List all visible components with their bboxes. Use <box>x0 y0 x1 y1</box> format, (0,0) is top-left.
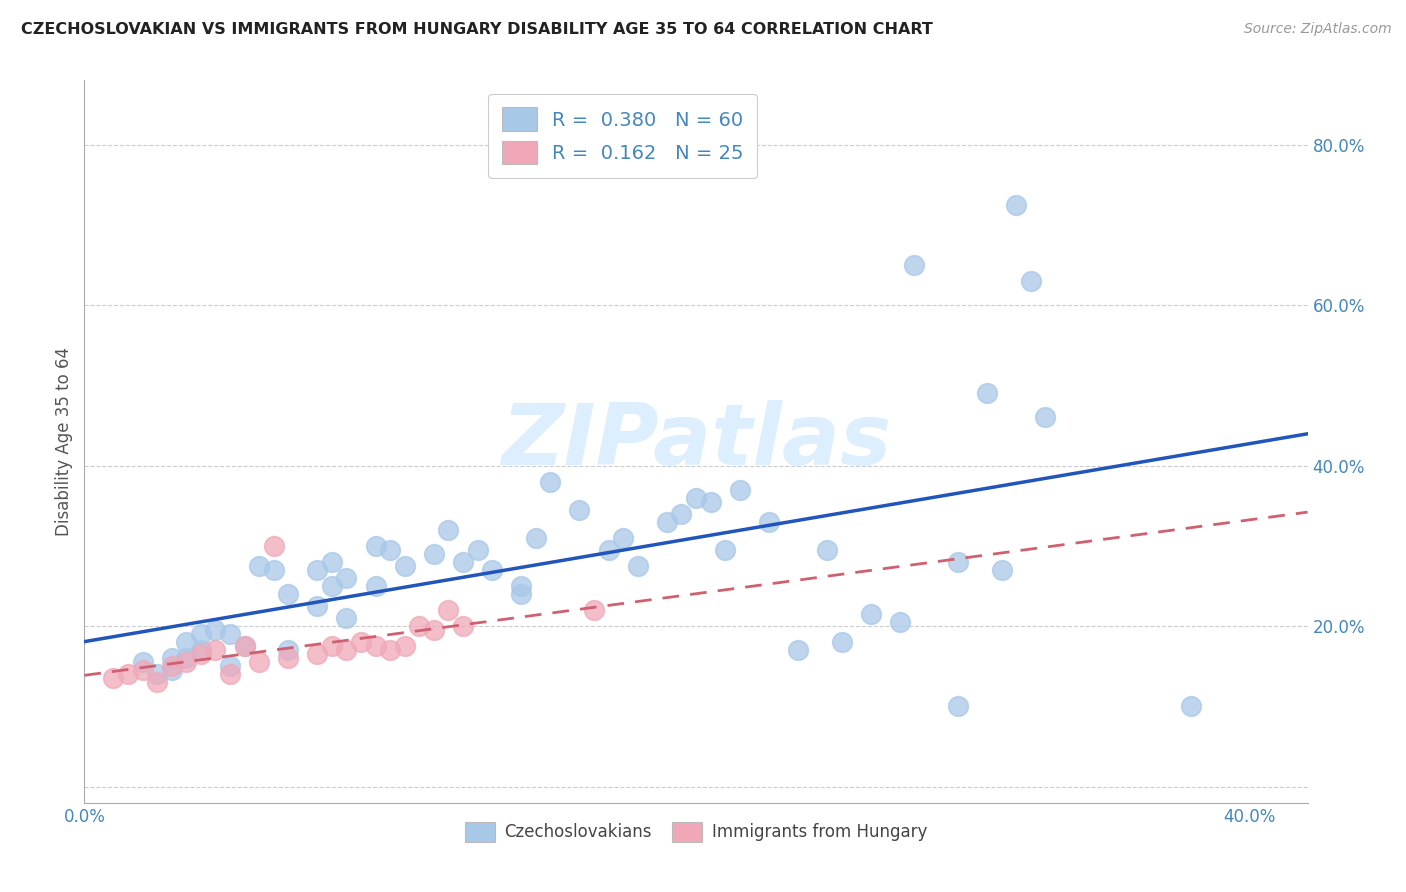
Point <box>859 607 882 621</box>
Point <box>481 563 503 577</box>
Point <box>160 659 183 673</box>
Point <box>946 699 969 714</box>
Point <box>538 475 561 489</box>
Point <box>831 635 853 649</box>
Point <box>321 639 343 653</box>
Point <box>131 655 153 669</box>
Point <box>307 648 329 662</box>
Point <box>889 615 911 630</box>
Point <box>160 664 183 678</box>
Point <box>219 627 242 641</box>
Point <box>627 558 650 573</box>
Point <box>219 667 242 681</box>
Point <box>510 587 533 601</box>
Point <box>190 648 212 662</box>
Point <box>204 623 226 637</box>
Point <box>815 542 838 557</box>
Point <box>321 555 343 569</box>
Point <box>423 547 446 561</box>
Point <box>190 643 212 657</box>
Point <box>524 531 547 545</box>
Point <box>671 507 693 521</box>
Point <box>408 619 430 633</box>
Y-axis label: Disability Age 35 to 64: Disability Age 35 to 64 <box>55 347 73 536</box>
Point <box>247 558 270 573</box>
Point <box>699 494 721 508</box>
Point <box>335 571 357 585</box>
Point <box>598 542 620 557</box>
Point <box>174 651 197 665</box>
Point <box>219 659 242 673</box>
Point <box>103 671 125 685</box>
Point <box>976 386 998 401</box>
Point <box>685 491 707 505</box>
Point <box>190 627 212 641</box>
Point <box>307 599 329 614</box>
Point <box>174 655 197 669</box>
Point <box>946 555 969 569</box>
Point <box>307 563 329 577</box>
Point <box>394 558 416 573</box>
Point <box>277 643 299 657</box>
Point <box>451 555 474 569</box>
Point <box>263 539 285 553</box>
Point <box>335 643 357 657</box>
Point <box>1035 410 1057 425</box>
Legend: Czechoslovakians, Immigrants from Hungary: Czechoslovakians, Immigrants from Hungar… <box>458 815 934 848</box>
Point <box>146 675 169 690</box>
Point <box>364 539 387 553</box>
Point <box>364 639 387 653</box>
Point <box>714 542 737 557</box>
Point <box>1019 274 1042 288</box>
Point <box>903 258 925 272</box>
Text: ZIPatlas: ZIPatlas <box>501 400 891 483</box>
Point <box>1005 197 1028 211</box>
Point <box>728 483 751 497</box>
Point <box>160 651 183 665</box>
Point <box>787 643 810 657</box>
Point <box>321 579 343 593</box>
Point <box>612 531 634 545</box>
Point <box>423 623 446 637</box>
Point <box>364 579 387 593</box>
Point <box>991 563 1014 577</box>
Point <box>233 639 256 653</box>
Point <box>451 619 474 633</box>
Point <box>117 667 139 681</box>
Point <box>394 639 416 653</box>
Point <box>204 643 226 657</box>
Point <box>247 655 270 669</box>
Point <box>467 542 489 557</box>
Text: Source: ZipAtlas.com: Source: ZipAtlas.com <box>1244 22 1392 37</box>
Point <box>131 664 153 678</box>
Point <box>437 523 460 537</box>
Point <box>277 651 299 665</box>
Point <box>263 563 285 577</box>
Point <box>380 643 402 657</box>
Text: CZECHOSLOVAKIAN VS IMMIGRANTS FROM HUNGARY DISABILITY AGE 35 TO 64 CORRELATION C: CZECHOSLOVAKIAN VS IMMIGRANTS FROM HUNGA… <box>21 22 934 37</box>
Point <box>277 587 299 601</box>
Point <box>174 635 197 649</box>
Point <box>1180 699 1202 714</box>
Point <box>233 639 256 653</box>
Point <box>335 611 357 625</box>
Point <box>510 579 533 593</box>
Point <box>350 635 373 649</box>
Point <box>146 667 169 681</box>
Point <box>758 515 780 529</box>
Point <box>437 603 460 617</box>
Point <box>583 603 606 617</box>
Point <box>655 515 678 529</box>
Point <box>380 542 402 557</box>
Point <box>568 502 591 516</box>
